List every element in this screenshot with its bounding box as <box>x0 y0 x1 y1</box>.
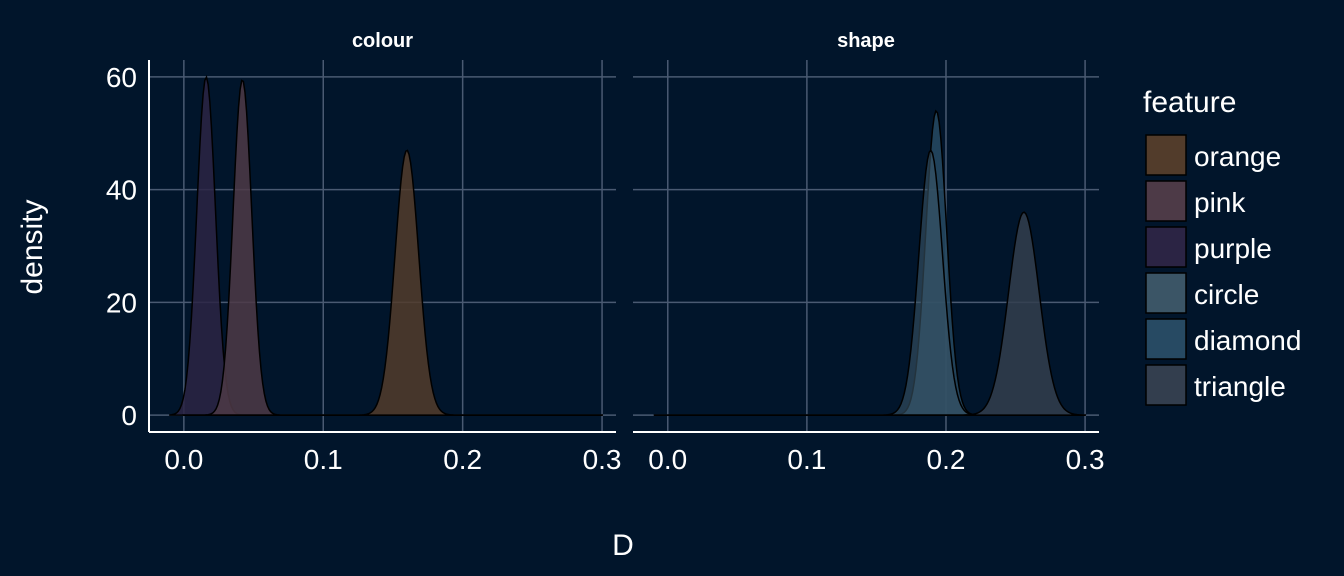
x-tick-label: 0.3 <box>583 444 622 475</box>
y-tick-label: 20 <box>106 287 137 318</box>
legend-label-orange: orange <box>1194 141 1281 172</box>
legend-key-circle <box>1145 272 1187 314</box>
x-tick-label: 0.1 <box>304 444 343 475</box>
facet-panels: colour 0 20 40 60 0.0 0.1 0.2 0.3 shape 0.0 0.1 0.2 0… <box>106 30 1105 475</box>
x-tick-label: 0.2 <box>927 444 966 475</box>
y-axis-title: density <box>16 199 49 294</box>
y-tick-label: 0 <box>121 400 137 431</box>
legend-key-pink <box>1145 180 1187 222</box>
x-tick-label: 0.3 <box>1066 444 1105 475</box>
legend-label-purple: purple <box>1194 233 1272 264</box>
legend-key-purple <box>1145 226 1187 268</box>
density-orange <box>182 149 603 416</box>
legend-label-pink: pink <box>1194 187 1246 218</box>
legend: feature orange pink purple circle diamond tri… <box>1143 86 1301 406</box>
legend-title: feature <box>1143 86 1236 119</box>
x-tick-label: 0.2 <box>443 444 482 475</box>
legend-key-triangle <box>1145 364 1187 406</box>
x-tick-label: 0.0 <box>164 444 203 475</box>
density-triangle <box>667 211 1086 416</box>
legend-label-diamond: diamond <box>1194 325 1301 356</box>
strip-label: colour <box>352 30 413 52</box>
x-axis-title: D <box>612 529 634 562</box>
panel-colour: colour 0 20 40 60 0.0 0.1 0.2 0.3 <box>106 30 622 475</box>
legend-key-diamond <box>1145 318 1187 360</box>
strip-label: shape <box>837 30 895 52</box>
y-tick-label: 60 <box>106 62 137 93</box>
legend-label-triangle: triangle <box>1194 371 1286 402</box>
x-tick-label: 0.0 <box>648 444 687 475</box>
y-tick-label: 40 <box>106 175 137 206</box>
legend-key-orange <box>1145 134 1187 176</box>
x-tick-label: 0.1 <box>787 444 826 475</box>
panel-shape: shape 0.0 0.1 0.2 0.3 <box>633 30 1105 475</box>
legend-label-circle: circle <box>1194 279 1259 310</box>
